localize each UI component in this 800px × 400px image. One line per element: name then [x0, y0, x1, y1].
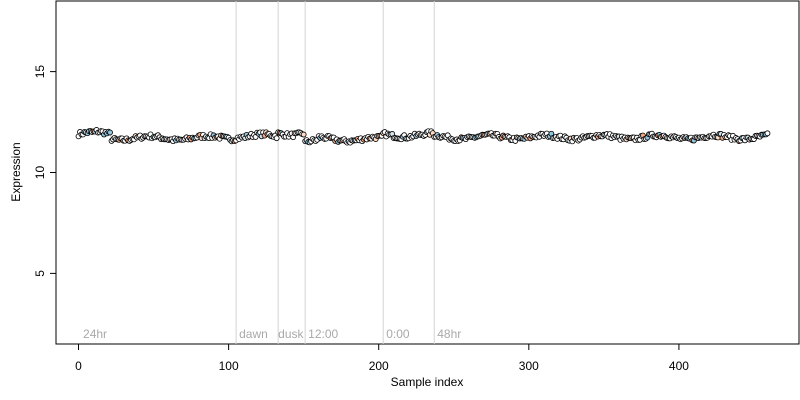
- phase-label: dusk: [278, 327, 304, 341]
- y-axis-label: Expression: [9, 142, 23, 201]
- x-tick-label: 400: [669, 359, 689, 373]
- x-tick-label: 100: [219, 359, 239, 373]
- x-tick-label: 300: [519, 359, 539, 373]
- x-tick-label: 0: [75, 359, 82, 373]
- plot-frame: [55, 0, 800, 345]
- y-tick-label: 10: [33, 166, 47, 180]
- data-point: [273, 135, 280, 142]
- phase-labels: 24hr dawn dusk 12:00 0:00 48hr: [83, 327, 461, 341]
- phase-label: dawn: [239, 327, 268, 341]
- y-axis: 5 10 15: [33, 65, 56, 277]
- x-axis-label: Sample index: [391, 375, 464, 389]
- phase-label: 48hr: [437, 327, 461, 341]
- x-tick-label: 200: [369, 359, 389, 373]
- y-tick-label: 5: [33, 270, 47, 277]
- y-tick-label: 15: [33, 65, 47, 79]
- phase-label: 12:00: [308, 327, 338, 341]
- phase-label: 0:00: [386, 327, 410, 341]
- x-axis: 0 100 200 300 400: [75, 344, 689, 373]
- data-point: [300, 131, 307, 138]
- phase-boundaries: [235, 1, 435, 344]
- data-point: [107, 129, 113, 136]
- data-points: [75, 127, 771, 146]
- data-point: [764, 130, 771, 137]
- phase-label: 24hr: [83, 327, 107, 341]
